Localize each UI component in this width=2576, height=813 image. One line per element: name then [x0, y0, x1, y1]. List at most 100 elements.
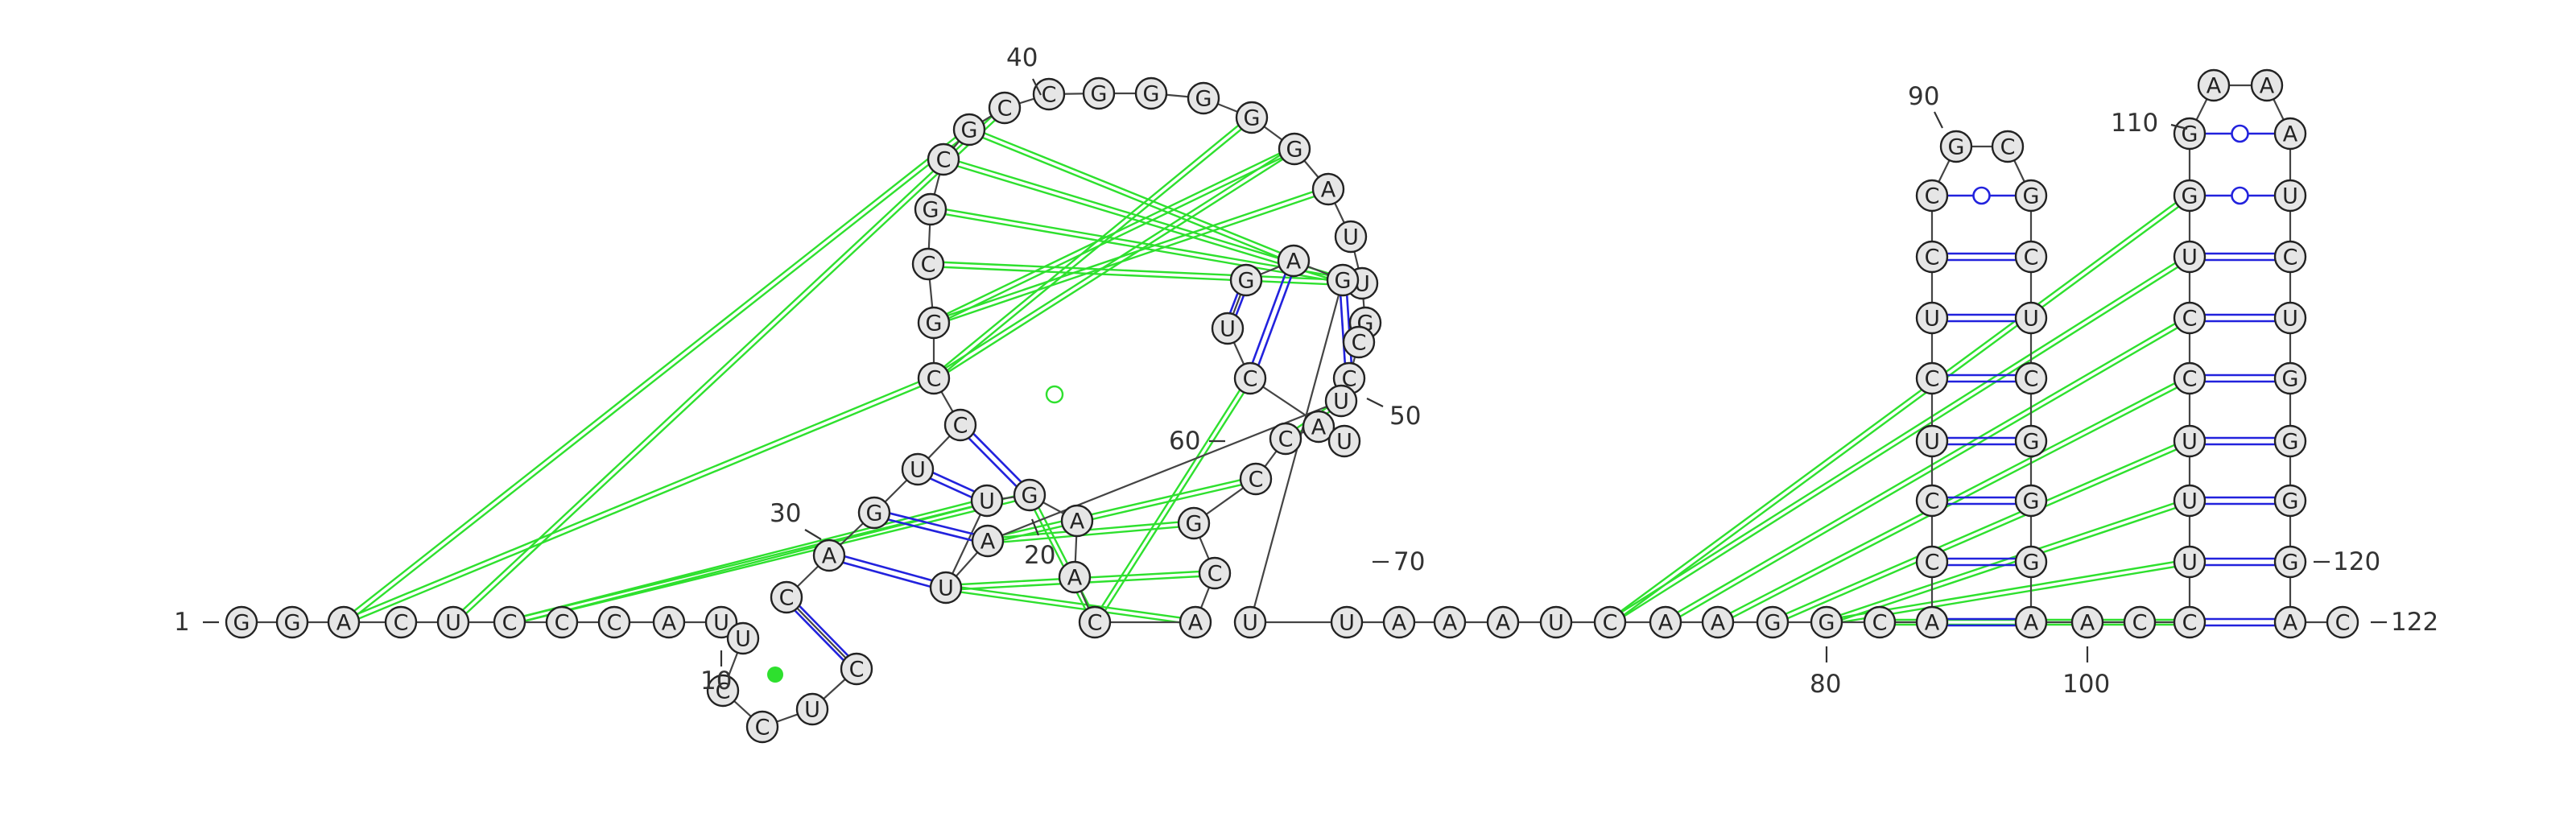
nucleotide-circle — [1326, 263, 1360, 297]
nucleotide-letter: U — [979, 489, 995, 514]
nucleotide-circle — [2197, 68, 2231, 102]
nucleotide-circle — [2173, 240, 2207, 274]
nucleotide: U — [2273, 301, 2307, 335]
nucleotide-circle — [1915, 424, 1949, 458]
nucleotide-letter: U — [735, 627, 751, 652]
nucleotide-letter: G — [1335, 269, 1352, 294]
base-pair-canonical — [1235, 295, 1245, 316]
nucleotide: U — [970, 484, 1004, 518]
base-pair-canonical — [1339, 295, 1347, 364]
nucleotide: C — [927, 142, 960, 176]
nucleotide-letter: C — [2182, 307, 2198, 332]
nucleotide-circle — [706, 674, 740, 708]
nucleotide-circle — [1013, 478, 1046, 512]
nucleotide: C — [545, 605, 579, 639]
nucleotide-letter: A — [1925, 611, 1940, 636]
nucleotide: C — [943, 408, 977, 442]
nucleotide: A — [812, 539, 846, 572]
nucleotide: U — [795, 692, 829, 726]
nucleotide: C — [911, 247, 945, 281]
nucleotide-circle — [2173, 361, 2207, 395]
tertiary-interaction — [931, 205, 1344, 279]
nucleotide-letter: G — [1186, 512, 1203, 537]
nucleotide-circle — [1179, 605, 1212, 639]
nucleotide-letter: U — [2182, 246, 2198, 270]
nucleotide: C — [706, 674, 740, 708]
nucleotide: C — [1342, 325, 1376, 359]
nucleotide-letter: C — [394, 611, 409, 636]
nucleotide-letter: A — [1070, 510, 1085, 534]
nucleotide-letter: A — [1188, 611, 1203, 636]
nucleotide-circle — [1863, 605, 1897, 639]
nucleotide: G — [2173, 179, 2207, 213]
nucleotide-circle — [2173, 424, 2207, 458]
base-pair-canonical — [968, 437, 1018, 488]
wobble-marker — [2231, 124, 2249, 143]
nucleotide-letter: U — [938, 576, 954, 601]
nucleotide-circle — [1198, 556, 1232, 590]
position-label-1: 1 — [174, 608, 190, 637]
nucleotide-circle — [2273, 424, 2307, 458]
nucleotide-letter: C — [1603, 611, 1618, 636]
nucleotide-circle — [1269, 422, 1302, 456]
nucleotide-letter: G — [1195, 87, 1212, 112]
nucleotide-circle — [857, 496, 891, 530]
nucleotide-circle — [704, 605, 738, 639]
tertiary-interaction — [988, 524, 1195, 545]
nucleotide: C — [2014, 361, 2048, 395]
nucleotide-circle — [988, 91, 1022, 125]
tertiary-marker — [1045, 385, 1064, 404]
nucleotide-letter: G — [2023, 489, 2040, 514]
position-label-70: 70 — [1393, 547, 1425, 576]
nucleotide: G — [1177, 506, 1211, 540]
nucleotide: A — [1179, 605, 1212, 639]
nucleotide: G — [1278, 132, 1311, 166]
nucleotide: G — [1235, 101, 1269, 134]
nucleotide: C — [2326, 605, 2359, 639]
nucleotide-letter: C — [997, 97, 1013, 122]
base-pair-canonical — [890, 512, 974, 535]
nucleotide-letter: C — [936, 148, 952, 173]
nucleotide: G — [857, 496, 891, 530]
tertiary-interaction — [1718, 379, 2191, 625]
nucleotide-circle — [2014, 484, 2048, 518]
nucleotide-circle — [597, 605, 631, 639]
nucleotide-letter: U — [1548, 611, 1564, 636]
nucleotide: C — [1915, 361, 1949, 395]
nucleotide-circle — [1277, 244, 1311, 278]
nucleotide-letter: C — [2182, 367, 2198, 392]
nucleotide-letter: G — [961, 118, 978, 143]
nucleotide: C — [2173, 361, 2207, 395]
base-pair-canonical — [844, 555, 933, 582]
label-tick-90 — [1934, 111, 1943, 129]
nucleotide-letter: G — [1238, 269, 1255, 294]
nucleotide-letter: C — [927, 367, 942, 392]
nucleotide: U — [1915, 424, 1949, 458]
nucleotide-circle — [2273, 605, 2307, 639]
nucleotide-circle — [1311, 172, 1345, 206]
nucleotide: C — [2014, 240, 2048, 274]
tertiary-interaction — [945, 588, 1195, 626]
nucleotide-letter: G — [233, 611, 250, 636]
nucleotide-letter: A — [1711, 611, 1726, 636]
nucleotide: G — [2014, 545, 2048, 579]
position-label-100: 100 — [2062, 670, 2110, 699]
nucleotide-circle — [2273, 117, 2307, 151]
nucleotide: A — [652, 605, 686, 639]
nucleotide-letter: G — [1091, 82, 1108, 107]
nucleotide: C — [2273, 240, 2307, 274]
nucleotide-circle — [436, 605, 470, 639]
nucleotide-letter: C — [607, 611, 622, 636]
position-label-20: 20 — [1024, 541, 1055, 570]
nucleotide: A — [1060, 504, 1094, 538]
nucleotide: U — [2173, 545, 2207, 579]
tertiary-interaction — [1608, 254, 2190, 621]
nucleotide-circle — [2173, 301, 2207, 335]
tertiary-interaction — [345, 130, 972, 625]
nucleotide-letter: G — [284, 611, 301, 636]
nucleotide: G — [2014, 179, 2048, 213]
nucleotide-circle — [2273, 240, 2307, 274]
nucleotide-circle — [2173, 605, 2207, 639]
nucleotide: U — [2173, 240, 2207, 274]
